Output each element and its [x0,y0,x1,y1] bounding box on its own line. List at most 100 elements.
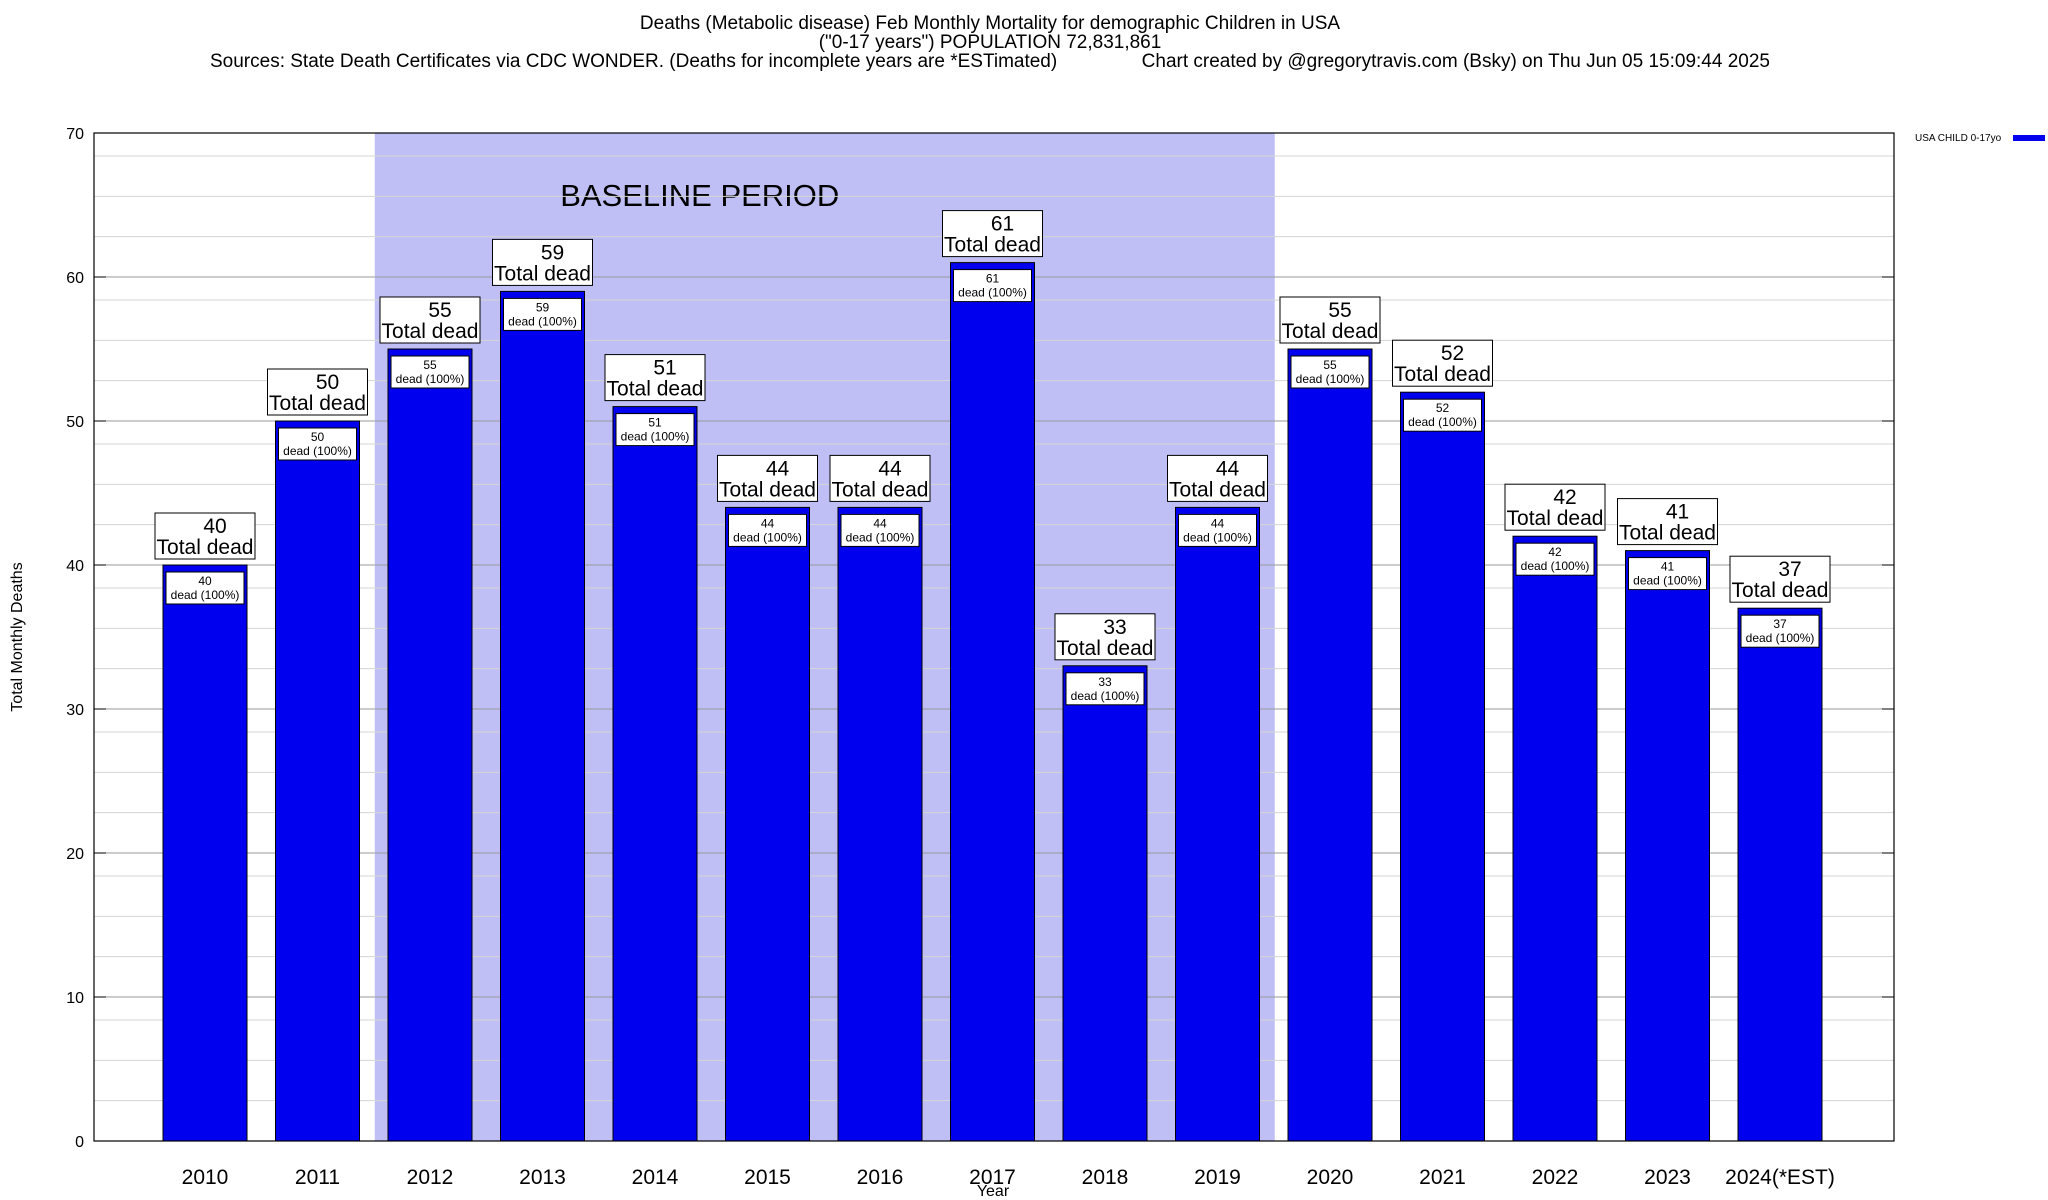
inner-label-box [1628,557,1707,591]
inner-label-box [1403,398,1482,432]
total-value-label: 37 [1778,558,1801,581]
x-tick-label: 2013 [519,1166,566,1189]
bar [387,348,473,1142]
inner-value-label: 61 [986,272,1000,286]
inner-percent-label: dead (100%) [1183,530,1252,544]
total-label-box [1729,555,1831,603]
bar [1512,535,1598,1142]
inner-percent-label: dead (100%) [1633,574,1702,588]
x-tick-label: 2020 [1307,1166,1354,1189]
total-label-box [1392,339,1493,387]
inner-label-box [1740,614,1820,648]
y-axis-title: Total Monthly Deaths [9,562,26,711]
total-dead-label: Total dead [607,378,704,401]
x-tick-label: 2022 [1532,1166,1579,1189]
x-tick-label: 2018 [1082,1166,1129,1189]
total-dead-label: Total dead [157,536,254,559]
total-dead-label: Total dead [494,262,591,285]
total-label-box [829,454,931,502]
total-label-box [267,368,368,416]
inner-value-label: 37 [1773,617,1787,631]
inner-value-label: 41 [1661,560,1675,574]
bar [1625,550,1710,1142]
inner-percent-label: dead (100%) [508,314,577,328]
bar [612,406,698,1142]
inner-value-label: 40 [198,574,212,588]
total-value-label: 40 [203,515,226,538]
total-dead-label: Total dead [1507,507,1604,530]
total-label-box [1167,454,1268,502]
total-label-box [717,454,818,502]
total-dead-label: Total dead [832,478,929,501]
chart-title: Deaths (Metabolic disease) Feb Monthly M… [0,14,1980,71]
inner-label-box [840,513,920,547]
inner-percent-label: dead (100%) [171,588,240,602]
x-tick-label: 2019 [1194,1166,1241,1189]
inner-percent-label: dead (100%) [283,444,352,458]
bar [950,262,1035,1142]
y-tick-label: 30 [66,702,84,719]
bar [725,506,810,1142]
inner-value-label: 55 [423,358,437,372]
total-value-label: 55 [1328,299,1351,322]
y-tick-label: 10 [66,990,84,1007]
plot-frame [93,132,1895,1142]
total-dead-label: Total dead [269,392,366,415]
bar [1062,665,1148,1142]
inner-value-label: 33 [1098,675,1112,689]
y-tick-label: 40 [66,558,84,575]
inner-percent-label: dead (100%) [621,430,690,444]
y-tick-label: 50 [66,414,84,431]
total-label-box [604,354,706,402]
inner-percent-label: dead (100%) [1408,415,1477,429]
inner-percent-label: dead (100%) [1746,631,1815,645]
total-label-box [379,296,481,344]
bar [1175,506,1260,1142]
bars [162,262,1823,1142]
inner-value-label: 50 [311,430,325,444]
total-dead-label: Total dead [1619,522,1716,545]
inner-percent-label: dead (100%) [396,372,465,386]
total-dead-label: Total dead [1732,579,1829,602]
inner-percent-label: dead (100%) [1521,559,1590,573]
x-tick-label: 2011 [295,1166,340,1189]
axes: 0 10 20 30 40 50 60 70 2010 2011 2012 2013 2014 2015 2… [66,126,1894,1189]
inner-label-box [1290,355,1370,389]
x-tick-label: 2021 [1419,1166,1466,1189]
total-label-box [1279,296,1381,344]
inner-label-box [1515,542,1595,576]
x-axis-title: Year [977,1183,1010,1200]
title-line-1: Deaths (Metabolic disease) Feb Monthly M… [639,13,1341,34]
inner-label-box [1065,672,1145,706]
total-dead-label: Total dead [382,320,479,343]
total-value-label: 44 [766,457,790,480]
legend-swatch [2013,135,2045,141]
x-tick-label: 2010 [182,1166,229,1189]
y-tick-label: 70 [66,126,84,143]
total-dead-label: Total dead [1394,363,1491,386]
total-dead-label: Total dead [944,234,1041,257]
inner-value-label: 44 [761,516,775,530]
total-value-label: 61 [991,213,1014,236]
inner-label-box [615,413,695,447]
bar [1400,391,1485,1142]
baseline-label: BASELINE PERIOD [560,178,839,213]
x-tick-label: 2014 [632,1166,679,1189]
inner-value-label: 51 [648,416,662,430]
inner-value-label: 42 [1548,545,1562,559]
inner-label-box [390,355,470,389]
total-value-label: 50 [316,371,339,394]
inner-value-label: 52 [1436,401,1450,415]
inner-value-label: 59 [536,300,550,314]
inner-value-label: 44 [873,516,887,530]
bar [500,290,585,1142]
total-label-box [1504,483,1606,531]
total-value-label: 42 [1553,486,1576,509]
title-line-2: ("0-17 years") POPULATION 72,831,861 [818,32,1162,53]
bar [1737,607,1823,1142]
total-value-label: 55 [428,299,451,322]
inner-percent-label: dead (100%) [958,286,1027,300]
legend-label: USA CHILD 0-17yo [1915,133,2002,144]
